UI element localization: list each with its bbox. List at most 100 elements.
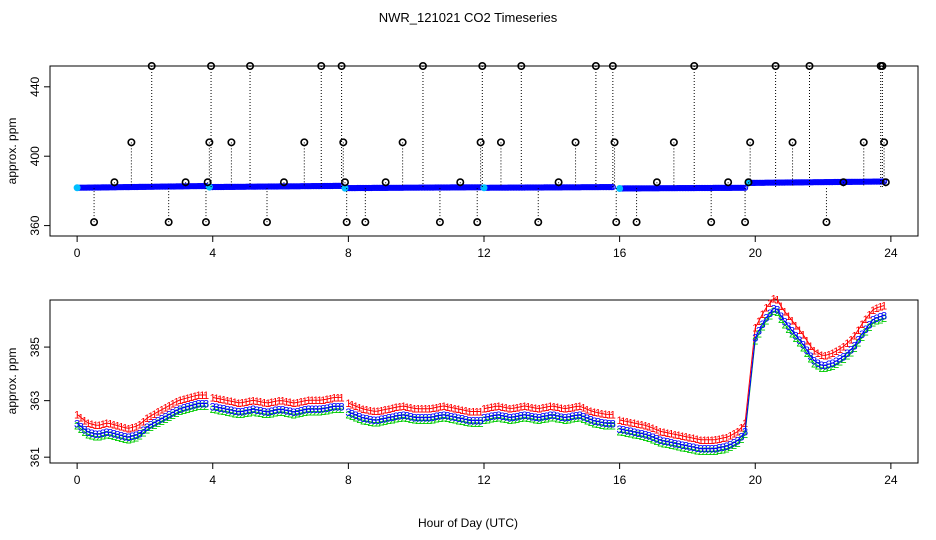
smoothed-series-2-label: 2 [540, 414, 546, 426]
smoothed-series-3-label: 3 [133, 430, 139, 442]
smoothed-series-2-label: 2 [881, 313, 887, 325]
smoothed-series-3-label: 3 [488, 411, 494, 423]
raw-outlier-point [669, 138, 678, 147]
smoothed-series-1-label: 1 [521, 401, 527, 413]
smoothed-series-2-label: 2 [452, 415, 458, 427]
smoothed-series-1-label: 1 [877, 302, 883, 314]
raw-baseline-point [742, 184, 749, 191]
smoothed-series-2-label: 2 [496, 413, 502, 425]
smoothed-series-3-label: 3 [478, 415, 484, 427]
smoothed-series-2-label: 2 [639, 431, 645, 443]
smoothed-series-3-label: 3 [518, 411, 524, 423]
smoothed-series-1-label: 1 [199, 390, 205, 402]
smoothed-series-1-label: 1 [81, 416, 87, 428]
smoothed-series-3-label: 3 [397, 410, 403, 422]
smoothed-series-3-label: 3 [566, 412, 572, 424]
smoothed-series-3-label: 3 [844, 348, 850, 360]
smoothed-series-1-label: 1 [107, 419, 113, 431]
smoothed-series-3-label: 3 [356, 412, 362, 424]
smoothed-series-3-label: 3 [452, 412, 458, 424]
smoothed-series-1-label: 1 [628, 417, 634, 429]
smoothed-series-3-label: 3 [653, 434, 659, 446]
smoothed-series-1-label: 1 [272, 396, 278, 408]
smoothed-series-3-label: 3 [822, 360, 828, 372]
smoothed-series-3-label: 3 [162, 412, 168, 424]
smoothed-series-1-label: 1 [283, 396, 289, 408]
smoothed-series-3-label: 3 [313, 404, 319, 416]
smoothed-series-2-line [348, 413, 481, 424]
smoothed-series-1-label: 1 [859, 319, 865, 331]
raw-outlier-point [339, 138, 348, 147]
smoothed-series-2-label: 2 [848, 347, 854, 359]
smoothed-series-1-label: 1 [335, 392, 341, 404]
raw-panel: approx. ppm 0 4 8 12 16 20 24 360 400 440 [5, 61, 919, 260]
smoothed-series-2-label: 2 [573, 413, 579, 425]
smoothed-series-3-label: 3 [874, 313, 880, 325]
smoothed-series-2-label: 2 [760, 322, 766, 334]
raw-outlier-point [744, 178, 753, 187]
smoothed-series-2-label: 2 [474, 418, 480, 430]
smoothed-series-3-label: 3 [137, 428, 143, 440]
smoothed-series-3-label: 3 [415, 413, 421, 425]
smoothed-series-2-label: 2 [705, 446, 711, 458]
smoothed-series-2-label: 2 [555, 414, 561, 426]
smoothed-series-1-line [483, 405, 613, 415]
smoothed-series-2-label: 2 [389, 414, 395, 426]
smoothed-series-2-label: 2 [324, 405, 330, 417]
smoothed-series-2-label: 2 [731, 440, 737, 452]
smoothed-series-2-label: 2 [661, 438, 667, 450]
smoothed-series-1-label: 1 [544, 402, 550, 414]
smoothed-series-1-label: 1 [844, 338, 850, 350]
raw-outlier-point [476, 138, 485, 147]
smoothed-series-1-label: 1 [529, 402, 535, 414]
smoothed-series-3-label: 3 [364, 414, 370, 426]
smoothed-series-3-label: 3 [400, 410, 406, 422]
smoothed-series-1-label: 1 [646, 422, 652, 434]
raw-outlier-point [632, 218, 641, 227]
smoothed-series-3-label: 3 [309, 404, 315, 416]
smoothed-series-3-label: 3 [104, 427, 110, 439]
smoothed-series-2-label: 2 [499, 413, 505, 425]
smoothed-series-1-label: 1 [705, 435, 711, 447]
raw-outlier-point [880, 138, 889, 147]
raw-outlier-point [707, 218, 716, 227]
raw-outlier-point [478, 61, 487, 70]
smoothed-series-1-label: 1 [221, 395, 227, 407]
smoothed-series-3-label: 3 [118, 431, 124, 443]
smoothed-series-2-label: 2 [628, 429, 634, 441]
smoothed-series-3-label: 3 [280, 405, 286, 417]
smoothed-series-1-label: 1 [85, 418, 91, 430]
smoothed-series-2-label: 2 [305, 407, 311, 419]
smoothed-series-2-label: 2 [580, 414, 586, 426]
smoothed-series-1-line [212, 396, 342, 404]
raw-outlier-point [612, 218, 621, 227]
smoothed-series-3-label: 3 [631, 427, 637, 439]
smoothed-series-1-label: 1 [793, 320, 799, 332]
smoothed-series-3-label: 3 [243, 406, 249, 418]
smoothed-series-1-label: 1 [756, 316, 762, 328]
smoothed-series-1-label: 1 [709, 435, 715, 447]
smoothed-series-2-label: 2 [610, 421, 616, 433]
smoothed-series-1-label: 1 [382, 405, 388, 417]
smoothed-series-2-label: 2 [298, 408, 304, 420]
smoothed-series-3-label: 3 [657, 435, 663, 447]
smoothed-series-3-label: 3 [742, 427, 748, 439]
smoothed-series-2-label: 2 [584, 416, 590, 428]
smoothed-series-3-label: 3 [771, 303, 777, 315]
smoothed-series-3-label: 3 [441, 410, 447, 422]
smoothed-series-1-label: 1 [269, 397, 275, 409]
smoothed-series-2-label: 2 [789, 328, 795, 340]
smoothed-series-1-label: 1 [115, 421, 121, 433]
smoothed-series-3-label: 3 [800, 340, 806, 352]
smoothed-series-3-label: 3 [588, 415, 594, 427]
smoothed-series-1-label: 1 [254, 396, 260, 408]
smoothed-series-2-label: 2 [676, 442, 682, 454]
smoothed-series-3-label: 3 [830, 358, 836, 370]
smoothed-series-1-label: 1 [496, 401, 502, 413]
smoothed-series-1-label: 1 [536, 404, 542, 416]
smoothed-series-2-label: 2 [852, 343, 858, 355]
smoothed-series-1-label: 1 [830, 348, 836, 360]
smoothed-series-2-label: 2 [287, 409, 293, 421]
smoothed-series-3-label: 3 [345, 407, 351, 419]
smoothed-series-1-label: 1 [698, 435, 704, 447]
